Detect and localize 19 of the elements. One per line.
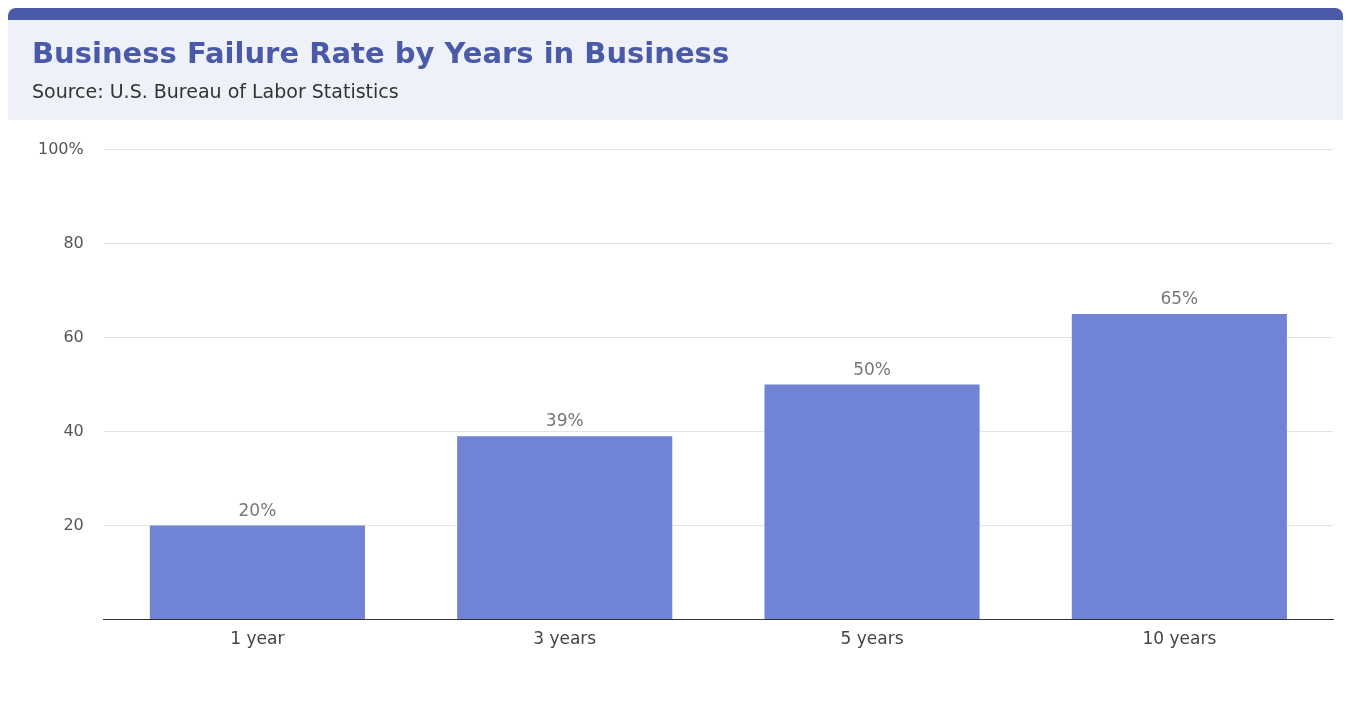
data-label: 65% bbox=[1160, 288, 1199, 309]
chart-subtitle: Source: U.S. Bureau of Labor Statistics bbox=[32, 80, 400, 102]
bar bbox=[1071, 314, 1287, 620]
data-label: 50% bbox=[853, 358, 891, 379]
bar bbox=[149, 525, 365, 620]
x-tick-label: 1 year bbox=[230, 628, 285, 649]
bar bbox=[764, 384, 980, 620]
y-tick-label: 20 bbox=[63, 514, 84, 534]
y-tick-label: 100% bbox=[37, 138, 84, 158]
y-tick-label: 40 bbox=[63, 420, 84, 440]
data-label: 20% bbox=[238, 499, 277, 520]
chart-title: Business Failure Rate by Years in Business bbox=[32, 36, 731, 70]
y-tick-label: 80 bbox=[63, 232, 84, 252]
x-tick-label: 5 years bbox=[840, 628, 904, 649]
y-tick-label: 60 bbox=[63, 326, 84, 346]
x-tick-label: 3 years bbox=[533, 628, 597, 649]
x-tick-label: 10 years bbox=[1142, 628, 1217, 649]
data-label: 39% bbox=[545, 410, 584, 431]
bar bbox=[457, 436, 673, 620]
